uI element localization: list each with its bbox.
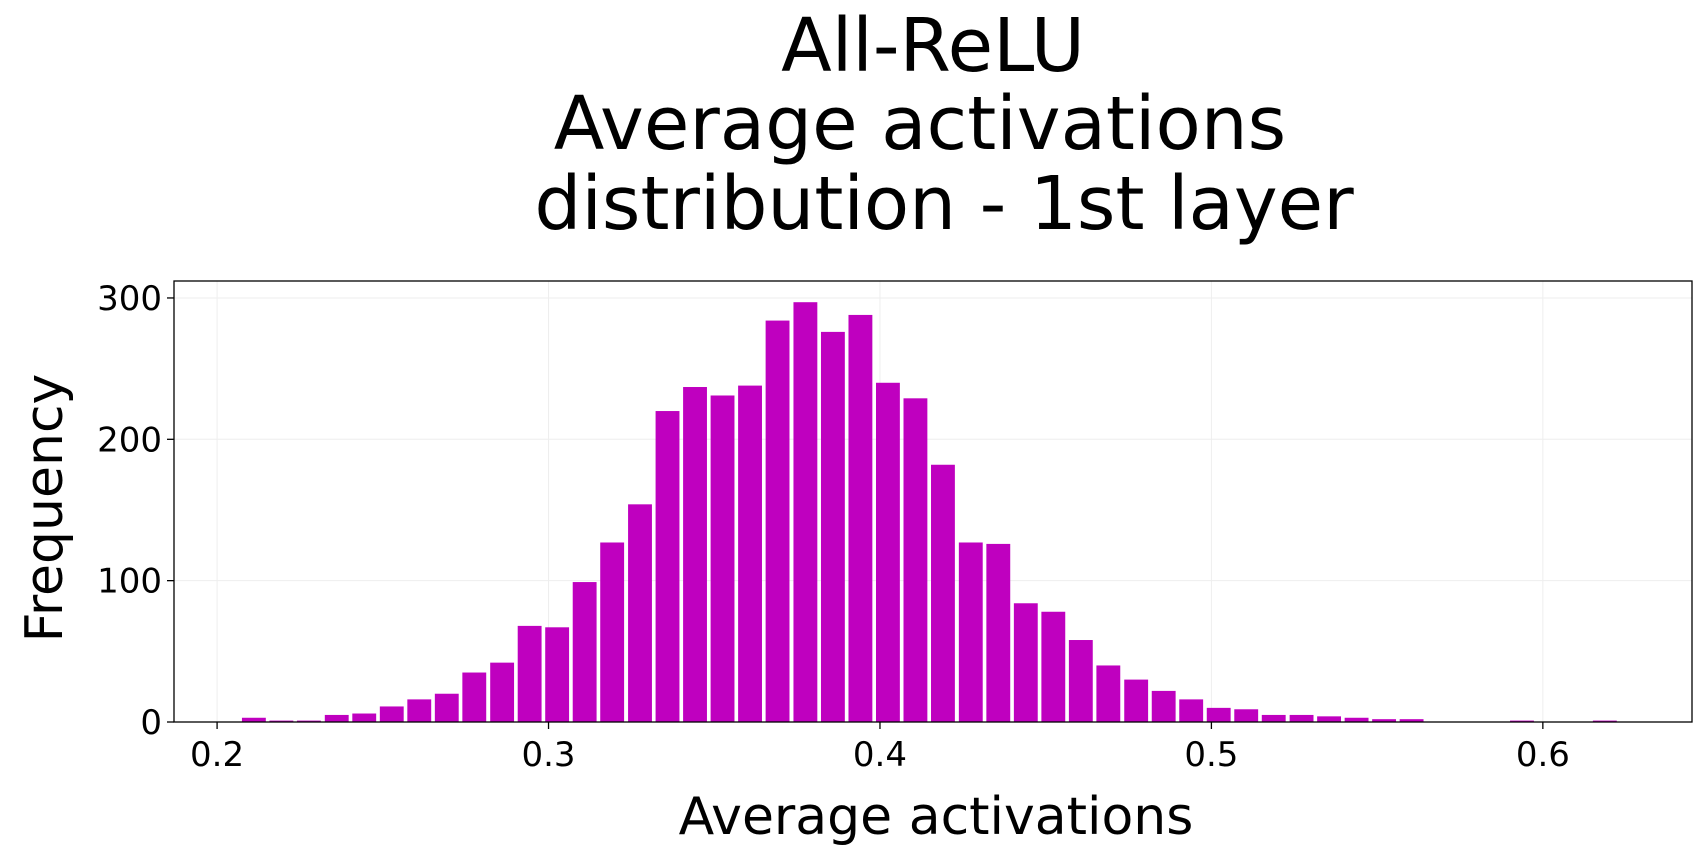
bar-1 xyxy=(269,720,294,722)
bar-3 xyxy=(324,714,349,722)
bar-6 xyxy=(407,699,432,722)
y-tick-label-2: 200 xyxy=(97,420,162,460)
bar-37 xyxy=(1261,714,1286,722)
bar-39 xyxy=(1317,716,1342,722)
title-line-3: distribution - 1st layer xyxy=(534,161,1354,247)
bar-22 xyxy=(848,314,873,722)
y-tick-label-0: 0 xyxy=(140,703,162,743)
bar-5 xyxy=(379,706,404,722)
bar-42 xyxy=(1399,719,1424,722)
bar-34 xyxy=(1179,699,1204,722)
title-line-1: All-ReLU xyxy=(781,3,1085,89)
bar-40 xyxy=(1344,717,1369,722)
bar-29 xyxy=(1041,611,1066,722)
bar-32 xyxy=(1124,679,1149,722)
bar-18 xyxy=(738,385,762,722)
x-axis-label: Average activations xyxy=(679,787,1194,847)
bar-26 xyxy=(958,542,983,722)
bar-49 xyxy=(1592,720,1617,722)
bar-8 xyxy=(462,672,487,722)
bar-10 xyxy=(517,625,542,722)
bar-36 xyxy=(1234,709,1259,722)
bar-30 xyxy=(1068,640,1093,722)
bar-27 xyxy=(986,543,1011,722)
bar-7 xyxy=(434,693,459,722)
bar-46 xyxy=(1510,720,1534,722)
y-axis-ticks: 0 100 200 300 xyxy=(97,279,174,743)
bar-14 xyxy=(628,504,652,722)
bar-35 xyxy=(1206,707,1231,722)
bar-4 xyxy=(352,713,377,722)
bar-2 xyxy=(296,720,321,722)
bar-23 xyxy=(875,382,900,722)
bar-16 xyxy=(683,387,707,722)
x-tick-label-0: 0.2 xyxy=(190,735,244,775)
bar-12 xyxy=(572,582,597,722)
x-tick-label-1: 0.3 xyxy=(521,735,575,775)
bar-15 xyxy=(655,411,680,722)
x-axis-ticks: 0.2 0.3 0.4 0.5 0.6 xyxy=(190,722,1570,775)
bar-31 xyxy=(1096,665,1121,722)
bar-33 xyxy=(1151,690,1176,722)
bar-24 xyxy=(903,398,928,722)
bar-19 xyxy=(765,320,790,722)
bar-25 xyxy=(931,464,955,722)
bar-41 xyxy=(1372,719,1397,722)
y-tick-label-1: 100 xyxy=(97,562,162,602)
bar-13 xyxy=(600,542,625,722)
title-line-2: Average activations xyxy=(554,81,1286,167)
bar-20 xyxy=(793,302,818,722)
y-axis-label: Frequency xyxy=(15,374,75,643)
y-tick-label-3: 300 xyxy=(97,279,162,319)
bars xyxy=(241,302,1617,722)
bar-0 xyxy=(241,717,266,722)
bar-21 xyxy=(820,331,845,722)
bar-17 xyxy=(710,395,735,722)
chart-title: All-ReLU Average activations distributio… xyxy=(534,3,1354,247)
x-tick-label-3: 0.5 xyxy=(1184,735,1238,775)
plot-frame xyxy=(173,280,1693,723)
x-tick-label-4: 0.6 xyxy=(1516,735,1570,775)
x-tick-label-2: 0.4 xyxy=(853,735,907,775)
bar-9 xyxy=(490,662,515,722)
bar-28 xyxy=(1013,603,1038,722)
bar-11 xyxy=(545,627,570,722)
bar-38 xyxy=(1289,714,1314,722)
